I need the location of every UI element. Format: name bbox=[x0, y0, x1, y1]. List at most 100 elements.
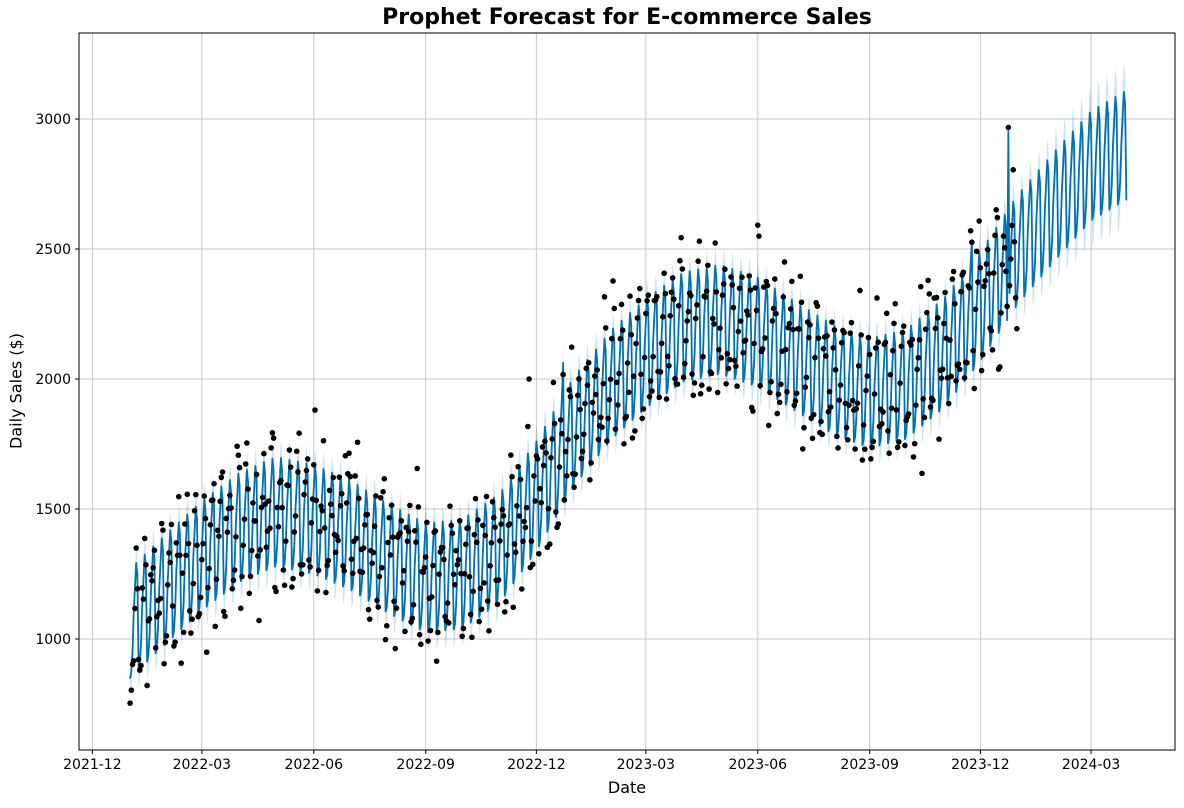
observed-point bbox=[191, 508, 198, 514]
observed-point bbox=[314, 588, 321, 594]
observed-point bbox=[500, 512, 507, 519]
observed-point bbox=[359, 569, 366, 576]
observed-point bbox=[1009, 222, 1015, 229]
observed-point bbox=[304, 456, 311, 462]
observed-point bbox=[778, 381, 784, 388]
observed-point bbox=[791, 402, 798, 409]
observed-point bbox=[623, 413, 630, 420]
observed-point bbox=[542, 438, 548, 445]
observed-point bbox=[504, 552, 510, 558]
observed-point bbox=[692, 315, 699, 322]
observed-point bbox=[536, 550, 542, 557]
observed-point bbox=[599, 424, 605, 430]
observed-point bbox=[664, 353, 671, 360]
observed-point bbox=[776, 399, 783, 406]
observed-point bbox=[945, 400, 952, 407]
observed-point bbox=[671, 296, 677, 302]
observed-point bbox=[186, 608, 193, 614]
observed-point bbox=[972, 306, 979, 313]
observed-point bbox=[602, 325, 609, 331]
observed-point bbox=[442, 613, 448, 620]
x-tick-label: 2023-09 bbox=[840, 757, 899, 773]
observed-point bbox=[521, 518, 528, 525]
observed-point bbox=[926, 291, 933, 297]
observed-point bbox=[410, 602, 417, 608]
observed-point bbox=[481, 580, 487, 586]
observed-point bbox=[245, 486, 251, 492]
observed-point bbox=[182, 521, 188, 527]
observed-point bbox=[190, 580, 197, 587]
observed-point bbox=[487, 562, 493, 569]
observed-point bbox=[180, 629, 187, 636]
observed-point bbox=[330, 474, 337, 481]
observed-point bbox=[324, 562, 330, 569]
observed-point bbox=[1014, 325, 1020, 332]
observed-point bbox=[233, 534, 239, 540]
observed-point bbox=[453, 547, 459, 554]
observed-point bbox=[501, 609, 508, 615]
observed-point bbox=[343, 500, 350, 506]
observed-point bbox=[639, 415, 646, 422]
observed-point bbox=[553, 509, 559, 515]
observed-point bbox=[210, 497, 216, 503]
observed-point bbox=[306, 557, 312, 563]
x-tick-label: 2022-09 bbox=[396, 757, 455, 773]
observed-point bbox=[509, 473, 515, 480]
observed-point bbox=[241, 516, 248, 522]
observed-point bbox=[303, 467, 310, 474]
observed-point bbox=[767, 389, 773, 396]
observed-point bbox=[390, 534, 396, 540]
observed-point bbox=[989, 347, 996, 353]
observed-point bbox=[515, 463, 521, 470]
observed-point bbox=[571, 484, 577, 491]
observed-point bbox=[600, 380, 607, 387]
observed-point bbox=[699, 382, 705, 388]
observed-point bbox=[879, 420, 885, 427]
observed-point bbox=[595, 436, 602, 443]
observed-point bbox=[986, 270, 992, 277]
observed-point bbox=[657, 369, 664, 375]
observed-point bbox=[503, 598, 509, 605]
observed-point bbox=[302, 479, 309, 485]
observed-point bbox=[422, 554, 429, 560]
observed-point bbox=[948, 373, 954, 380]
observed-point bbox=[933, 294, 940, 301]
observed-point bbox=[566, 387, 573, 393]
observed-point bbox=[538, 499, 545, 506]
observed-point bbox=[922, 326, 929, 332]
observed-point bbox=[824, 333, 830, 339]
observed-point bbox=[1006, 282, 1013, 289]
observed-point bbox=[151, 547, 158, 554]
observed-point bbox=[307, 564, 313, 570]
observed-point bbox=[482, 532, 489, 539]
observed-point bbox=[559, 430, 565, 437]
observed-point bbox=[201, 493, 208, 499]
observed-point bbox=[477, 585, 484, 592]
observed-point bbox=[818, 418, 824, 425]
observed-point bbox=[782, 346, 789, 353]
observed-point bbox=[281, 582, 288, 589]
observed-point bbox=[529, 561, 536, 568]
observed-point bbox=[970, 347, 976, 354]
observed-point bbox=[370, 549, 377, 556]
observed-point bbox=[150, 564, 156, 571]
observed-point bbox=[754, 222, 761, 228]
observed-point bbox=[810, 411, 817, 418]
observed-point bbox=[219, 469, 226, 475]
observed-point bbox=[539, 444, 546, 450]
observed-point bbox=[132, 605, 138, 612]
observed-point bbox=[802, 384, 809, 391]
observed-point bbox=[338, 490, 345, 497]
observed-point bbox=[402, 628, 408, 635]
observed-point bbox=[483, 493, 490, 500]
observed-point bbox=[494, 601, 501, 608]
observed-point bbox=[183, 552, 189, 559]
observed-point bbox=[268, 445, 275, 451]
observed-point bbox=[216, 533, 222, 540]
observed-point bbox=[140, 596, 147, 602]
observed-point bbox=[405, 528, 412, 535]
observed-point bbox=[656, 394, 663, 401]
observed-point bbox=[590, 410, 597, 416]
observed-point bbox=[958, 288, 964, 295]
observed-point bbox=[872, 345, 879, 351]
